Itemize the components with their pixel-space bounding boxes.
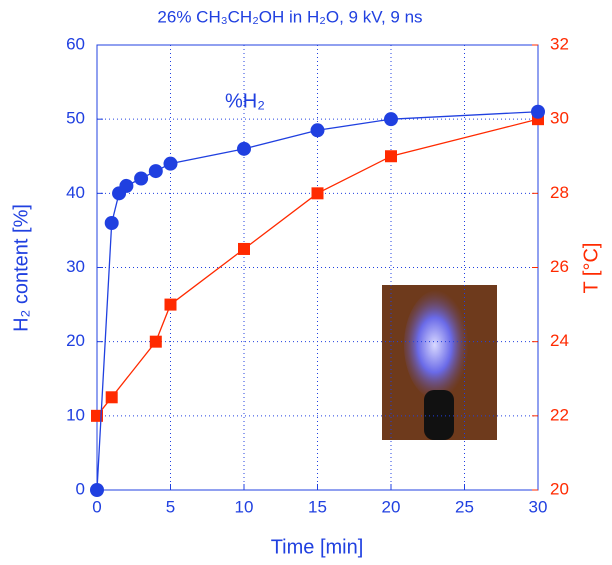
x-tick-label: 25 [455,497,474,516]
y-tick-label: 20 [66,331,85,350]
x-axis-label: Time [min] [271,536,364,558]
data-point [105,391,118,404]
wick [424,390,454,440]
data-point [149,335,162,348]
y-tick-label: 0 [76,479,85,498]
data-point [148,164,163,179]
data-point [384,112,398,127]
y-tick-label: 10 [66,405,85,424]
x-tick-label: 15 [308,497,327,516]
y2-tick-label: 22 [550,405,569,424]
data-point [385,150,397,163]
y-tick-label: 30 [66,257,85,276]
flame [404,290,472,400]
data-point [238,242,250,255]
annotation: %H₂ [225,90,265,112]
y2-tick-label: 32 [550,34,569,53]
y-axis-label: H₂ content [%] [10,204,32,332]
data-point [163,156,178,171]
x-tick-label: 30 [529,497,548,516]
y2-axis-label: T [°C] [580,243,602,294]
inset-photo [382,285,497,440]
data-point [104,216,119,230]
data-point [310,123,325,138]
y2-tick-label: 26 [550,257,569,276]
data-point [90,483,104,497]
series-line [96,118,539,417]
data-point [237,141,251,156]
y-tick-label: 60 [66,34,85,53]
data-point [531,104,545,119]
y2-tick-label: 20 [550,479,569,498]
chart-title: 26% CH₃CH₂OH in H₂O, 9 kV, 9 ns [157,7,422,26]
data-point [134,171,149,186]
y2-tick-label: 28 [550,183,569,202]
y-tick-label: 50 [66,109,85,128]
x-tick-label: 0 [92,497,101,516]
y2-tick-label: 24 [550,331,569,350]
y-tick-label: 40 [66,183,85,202]
y2-tick-label: 30 [550,109,569,128]
x-tick-label: 20 [382,497,401,516]
data-point [119,178,134,193]
x-tick-label: 5 [166,497,175,516]
data-point [311,187,324,200]
x-tick-label: 10 [235,497,254,516]
data-point [91,409,103,422]
data-point [164,298,177,311]
